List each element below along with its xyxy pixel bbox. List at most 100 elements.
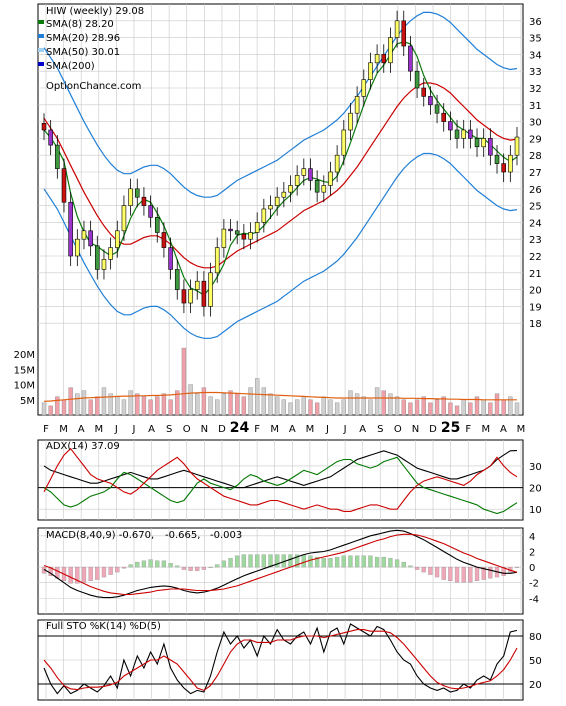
volume-bar [235, 393, 240, 416]
volume-bar [55, 396, 60, 416]
volume-bar [268, 393, 273, 416]
upper-band-line [43, 11, 518, 198]
volume-bar [75, 393, 80, 416]
candle-body [241, 233, 247, 240]
macd-signal-value: -0.665, [165, 530, 200, 541]
macd-histogram-bar [215, 564, 220, 568]
macd-histogram-bar [155, 560, 160, 568]
candle-body [288, 185, 293, 193]
candle-body [75, 238, 80, 257]
volume-bar [115, 396, 120, 416]
macd-histogram-bar [88, 566, 93, 582]
volume-bar [361, 396, 366, 416]
candle-body [95, 245, 100, 270]
x-month-label: M [481, 424, 490, 435]
candle-body [214, 247, 220, 274]
macd-histogram-bar [261, 554, 266, 568]
price-y-tick: 35 [529, 34, 542, 45]
candle-body [401, 20, 407, 47]
macd-histogram-bar [75, 566, 80, 584]
watermark: OptionChance.com [46, 81, 141, 92]
candle-body [48, 129, 53, 146]
macd-histogram-bar [241, 554, 246, 568]
macd-histogram-bar [288, 554, 293, 568]
volume-bar [481, 399, 486, 416]
volume-bar [448, 402, 453, 416]
macd-histogram-bar [374, 556, 380, 568]
price-y-tick: 27 [529, 168, 542, 179]
candle-body [341, 129, 347, 156]
volume-bar [274, 396, 280, 416]
x-month-label: A [78, 424, 85, 435]
volume-bar [454, 405, 460, 416]
candle-body [461, 129, 466, 139]
legend-swatch [38, 62, 44, 66]
price-y-tick: 20 [529, 286, 542, 297]
volume-bar [441, 396, 446, 416]
candle-body [201, 280, 207, 307]
macd-histogram-bar [321, 558, 326, 568]
macd-y-tick: 4 [529, 532, 535, 543]
adx-series-line [43, 447, 518, 512]
candle-body [88, 230, 93, 247]
macd-histogram-bar [221, 560, 226, 568]
volume-bar [188, 384, 193, 416]
volume-bar [141, 396, 147, 416]
macd-histogram-bar [201, 566, 207, 570]
volume-bar [394, 396, 400, 416]
price-frame [37, 3, 524, 416]
candle-body [188, 289, 193, 304]
candle-body [268, 205, 273, 210]
candle-body [128, 188, 133, 206]
candle-body [281, 191, 287, 198]
volume-bar [461, 399, 466, 416]
volume-sma-line [43, 391, 517, 402]
x-month-label: A [500, 424, 507, 435]
candle-body [394, 20, 400, 38]
macd-panel: -4 -2 0 2 4 MACD(8,40,9) -0.670, -0.665, -0.003 [37, 527, 539, 615]
price-y-tick: 31 [529, 101, 542, 112]
volume-bar [121, 399, 127, 416]
volume-y-tick: 20M [14, 350, 35, 361]
volume-bar [241, 396, 247, 416]
candle-body [228, 228, 233, 232]
legend-label: SMA(8) 28.20 [46, 19, 114, 30]
candle-body [41, 122, 47, 131]
volume-bar [408, 402, 413, 416]
macd-histogram-bar [335, 556, 340, 568]
candle-body [141, 196, 147, 206]
sma-8-line [43, 41, 518, 296]
stochastic-panel: 20 50 80 Full STO %K(14) %D(5) [37, 619, 542, 701]
macd-histogram-bar [255, 554, 260, 568]
price-y-tick: 28 [529, 151, 542, 162]
price-y-tick: 32 [529, 84, 542, 95]
volume-bar [308, 399, 313, 416]
macd-histogram-bar [148, 559, 153, 568]
candle-body [108, 247, 113, 260]
candle-body [514, 136, 520, 156]
adx-y-tick: 30 [529, 462, 542, 473]
volume-bar [175, 390, 180, 416]
candle-body [161, 232, 167, 248]
candle-body [168, 247, 173, 270]
volume-bar [508, 396, 513, 416]
x-month-label: N [201, 424, 208, 435]
volume-bar [101, 387, 107, 416]
macd-histogram-bar [381, 556, 386, 568]
macd-histogram-bar [428, 566, 433, 575]
x-month-label: D [429, 424, 437, 435]
candle-body [234, 230, 240, 235]
macd-histogram-bar [481, 566, 486, 580]
candle-body [181, 289, 187, 304]
candle-body [208, 272, 213, 307]
macd-histogram-value: -0.003 [210, 530, 242, 541]
macd-histogram-bar [268, 554, 273, 568]
macd-y-tick: 2 [529, 547, 535, 558]
volume-bar [281, 399, 287, 416]
macd-series-line [43, 533, 518, 596]
macd-histogram-bar [348, 555, 353, 568]
candle-body [388, 37, 393, 64]
candle-body [454, 129, 460, 139]
candle-body [194, 280, 200, 290]
sma-20-line [43, 82, 518, 269]
